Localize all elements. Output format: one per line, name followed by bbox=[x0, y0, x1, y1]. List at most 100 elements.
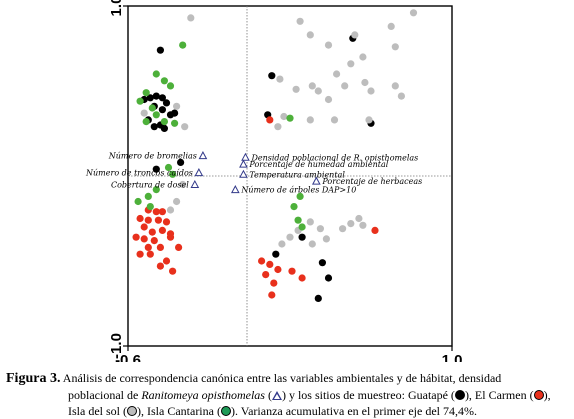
point-isla-del-sol bbox=[292, 85, 300, 93]
variable-label: Número de árboles DAP>10 bbox=[240, 186, 356, 195]
variable-triangle-marker bbox=[239, 159, 248, 168]
caption-line-1: Análisis de correspondencia canónica ent… bbox=[62, 371, 502, 385]
point-isla-cantarina bbox=[160, 77, 168, 85]
point-el-carmen bbox=[140, 223, 148, 231]
point-el-carmen bbox=[371, 226, 379, 234]
point-guatape bbox=[272, 250, 280, 258]
point-el-carmen bbox=[140, 235, 148, 243]
point-guatape bbox=[158, 106, 166, 114]
point-isla-cantarina bbox=[296, 192, 304, 200]
x-tick-label: -0.6 bbox=[115, 352, 141, 362]
y-tick-label: -1.0 bbox=[108, 333, 125, 359]
point-guatape bbox=[146, 94, 154, 102]
variable-label: Porcentaje de herbaceas bbox=[321, 177, 422, 186]
figure-caption: Figura 3. Análisis de correspondencia ca… bbox=[6, 370, 568, 419]
point-isla-cantarina bbox=[134, 197, 142, 206]
point-isla-del-sol bbox=[296, 17, 304, 25]
point-isla-del-sol bbox=[365, 116, 373, 124]
point-isla-del-sol bbox=[316, 225, 324, 233]
figure-label: Figura 3. bbox=[6, 371, 61, 386]
point-el-carmen bbox=[175, 243, 183, 251]
point-el-carmen bbox=[158, 208, 166, 216]
caption-line-2: poblacional de Ranitomeya opisthomelas (… bbox=[68, 388, 551, 402]
variable-triangle-icon bbox=[271, 391, 282, 400]
point-el-carmen bbox=[136, 250, 144, 258]
point-isla-del-sol bbox=[347, 60, 355, 68]
point-el-carmen bbox=[150, 237, 158, 245]
point-guatape bbox=[152, 165, 160, 173]
point-isla-del-sol bbox=[333, 70, 341, 78]
point-isla-cantarina bbox=[286, 114, 294, 122]
point-el-carmen bbox=[258, 257, 266, 265]
point-el-carmen bbox=[144, 216, 152, 224]
point-guatape bbox=[177, 158, 185, 166]
variable-triangle-marker bbox=[194, 168, 204, 177]
point-el-carmen bbox=[169, 267, 177, 275]
point-el-carmen bbox=[152, 208, 160, 216]
point-el-carmen bbox=[144, 243, 152, 251]
point-isla-del-sol bbox=[173, 197, 181, 206]
variable-label: Porcentaje de humedad ambiental bbox=[248, 160, 388, 169]
variable-label: Densidad poblacional de R. opisthomelas bbox=[250, 153, 418, 162]
point-el-carmen bbox=[266, 116, 274, 124]
point-isla-cantarina bbox=[179, 41, 187, 49]
variable-triangle-marker bbox=[190, 179, 200, 188]
point-isla-del-sol bbox=[361, 78, 369, 87]
el-carmen-dot-icon bbox=[533, 390, 544, 400]
point-isla-del-sol bbox=[397, 92, 405, 100]
point-isla-del-sol bbox=[359, 53, 367, 61]
point-isla-del-sol bbox=[179, 180, 187, 189]
point-isla-cantarina bbox=[152, 70, 160, 78]
point-isla-del-sol bbox=[391, 43, 399, 51]
point-isla-del-sol bbox=[187, 14, 195, 22]
point-isla-del-sol bbox=[306, 218, 314, 226]
point-isla-cantarina bbox=[160, 118, 168, 126]
point-isla-del-sol bbox=[367, 87, 375, 95]
point-isla-cantarina bbox=[136, 97, 144, 105]
point-el-carmen bbox=[154, 216, 162, 224]
y-tick-label: 1.0 bbox=[108, 0, 125, 16]
isla-cantarina-dot-icon bbox=[220, 406, 231, 416]
variable-label: Número de bromelias bbox=[108, 152, 197, 161]
point-isla-del-sol bbox=[387, 22, 395, 30]
variable-triangle-marker bbox=[198, 151, 208, 160]
point-isla-del-sol bbox=[322, 235, 330, 243]
point-el-carmen bbox=[156, 262, 164, 270]
cca-biplot: -0.6 1.0 1.0 -1.0 Número de bromelias Número… bbox=[85, 0, 463, 362]
point-isla-del-sol bbox=[314, 87, 322, 95]
species-name: Ranitomeya opisthomelas bbox=[141, 388, 265, 402]
point-isla-cantarina bbox=[169, 170, 177, 178]
variable-triangle-marker bbox=[311, 176, 321, 185]
point-isla-del-sol bbox=[274, 123, 282, 131]
point-isla-cantarina bbox=[164, 163, 173, 172]
point-isla-del-sol bbox=[306, 116, 314, 124]
isla-del-sol-dot-icon bbox=[127, 406, 137, 416]
point-isla-del-sol bbox=[359, 221, 367, 229]
point-guatape bbox=[152, 92, 160, 100]
point-isla-del-sol bbox=[341, 82, 349, 90]
point-isla-del-sol bbox=[308, 82, 316, 90]
point-isla-cantarina bbox=[294, 216, 302, 224]
point-isla-del-sol bbox=[339, 225, 347, 233]
variable-triangle-marker bbox=[230, 185, 240, 194]
point-el-carmen bbox=[266, 260, 274, 268]
point-isla-del-sol bbox=[280, 112, 288, 121]
x-tick-label: 1.0 bbox=[442, 352, 463, 362]
point-guatape bbox=[171, 109, 179, 117]
point-isla-cantarina bbox=[166, 82, 175, 90]
point-isla-del-sol bbox=[347, 220, 355, 228]
variable-triangle-marker bbox=[239, 169, 248, 178]
point-isla-del-sol bbox=[286, 233, 294, 241]
point-isla-cantarina bbox=[142, 89, 150, 97]
point-el-carmen bbox=[162, 218, 171, 226]
point-el-carmen bbox=[166, 233, 175, 241]
point-isla-del-sol bbox=[166, 206, 175, 214]
point-isla-cantarina bbox=[146, 203, 154, 211]
point-isla-del-sol bbox=[173, 102, 181, 110]
point-el-carmen bbox=[288, 267, 296, 275]
variable-label: Número de troncos caídos bbox=[85, 169, 193, 178]
point-isla-del-sol bbox=[308, 240, 316, 248]
point-isla-cantarina bbox=[152, 186, 160, 194]
point-guatape bbox=[162, 99, 171, 107]
point-guatape bbox=[318, 259, 326, 267]
